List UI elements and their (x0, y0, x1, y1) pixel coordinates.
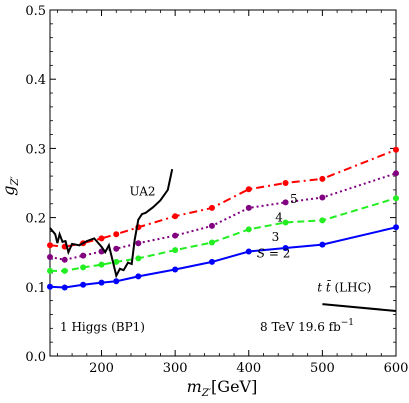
data-point-3 (47, 267, 53, 274)
ua2-label: UA2 (130, 184, 156, 198)
ttbar-label: t t̄ (LHC) (317, 279, 371, 295)
series-layer (47, 146, 399, 291)
data-point-2 (393, 224, 399, 231)
ttbar-curve (322, 303, 397, 312)
data-point-5 (393, 146, 399, 153)
ua2-layer (49, 168, 174, 279)
data-point-5 (282, 180, 289, 186)
axis-ticks (50, 9, 397, 357)
data-point-4 (172, 232, 179, 239)
data-point-4 (80, 252, 87, 259)
data-point-5 (47, 242, 53, 249)
ttbar-layer (322, 303, 397, 312)
y-tick-label: 0.4 (25, 73, 46, 88)
data-point-5 (98, 235, 105, 242)
data-point-4 (282, 199, 289, 206)
data-point-3 (113, 258, 120, 265)
y-axis-title: gZ′ (0, 176, 21, 196)
y-tick-label: 0.2 (25, 212, 46, 227)
y-tick-label: 0.3 (25, 142, 46, 157)
data-point-4 (47, 254, 53, 261)
data-point-5 (208, 204, 215, 211)
data-point-4 (61, 256, 68, 263)
series-line-2 (49, 226, 397, 289)
energy-annotation: 8 TeV 19.6 fb−1 (260, 318, 354, 334)
x-axis-title: mZ′[GeV] (187, 377, 258, 399)
data-point-4 (393, 170, 399, 177)
data-point-3 (208, 239, 215, 246)
data-point-3 (319, 217, 326, 224)
data-point-5 (319, 175, 326, 182)
x-tick-label: 200 (89, 361, 114, 376)
series-label-3: 3 (272, 230, 280, 244)
data-point-4 (135, 240, 142, 247)
data-point-4 (319, 194, 326, 201)
y-tick-label: 0.1 (25, 281, 46, 296)
series-line-3 (50, 197, 397, 272)
series-line-5 (49, 148, 397, 248)
higgs-annotation: 1 Higgs (BP1) (60, 320, 145, 334)
y-tick-label: 0.0 (25, 350, 46, 365)
data-point-2 (282, 245, 289, 252)
data-point-3 (61, 267, 68, 274)
data-point-3 (172, 247, 179, 254)
x-tick-label: 400 (236, 361, 261, 376)
series-label-s2: S = 2 (257, 247, 291, 261)
plot-frame (49, 9, 397, 357)
chart-labels: 200 300 400 500 600 0.0 0.1 0.2 0.3 0.4 0.5 mZ′[GeV… (0, 4, 408, 399)
y-tick-label: 0.5 (25, 4, 46, 19)
data-point-4 (245, 204, 252, 211)
data-point-4 (208, 222, 215, 229)
series-label-4: 4 (275, 211, 283, 225)
data-point-3 (98, 261, 105, 268)
data-point-5 (113, 231, 120, 238)
data-point-3 (245, 226, 252, 233)
x-tick-label: 300 (163, 361, 188, 376)
data-point-3 (135, 255, 142, 262)
data-point-2 (208, 258, 215, 265)
data-point-4 (113, 245, 120, 252)
data-point-2 (61, 284, 68, 291)
data-point-2 (172, 266, 179, 273)
data-point-5 (245, 186, 252, 193)
data-point-2 (245, 248, 252, 255)
ua2-curve (49, 168, 174, 279)
data-point-2 (319, 241, 326, 248)
data-point-3 (393, 195, 399, 202)
data-point-2 (113, 278, 120, 285)
series-line-4 (49, 172, 397, 261)
data-point-2 (98, 279, 105, 286)
data-point-5 (172, 213, 179, 220)
data-point-3 (282, 219, 289, 226)
x-tick-label: 500 (310, 361, 335, 376)
data-point-3 (80, 264, 87, 271)
plot-area (47, 9, 399, 357)
data-point-2 (80, 281, 87, 288)
data-point-2 (135, 273, 142, 280)
series-label-5: 5 (290, 192, 298, 206)
x-tick-label: 600 (384, 361, 409, 376)
data-point-2 (47, 283, 53, 290)
